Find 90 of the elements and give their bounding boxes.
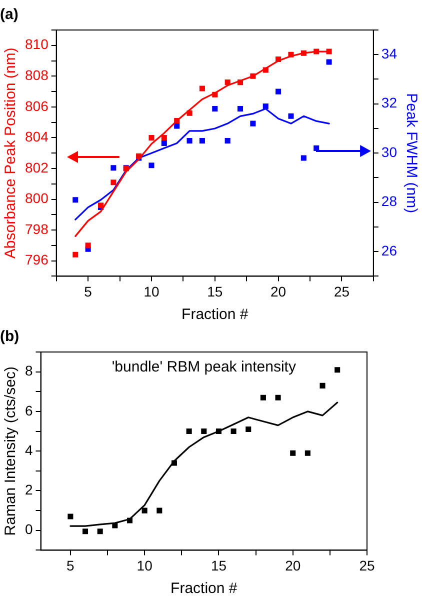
point [186, 138, 192, 144]
point [171, 460, 177, 466]
point [250, 120, 256, 126]
y-tick-label: 806 [25, 98, 49, 114]
x-tick-label: 5 [66, 557, 75, 574]
point [230, 428, 236, 434]
point [224, 80, 230, 86]
point [216, 428, 222, 434]
y-tick-label: 798 [25, 220, 49, 237]
y2-tick-label: 34 [381, 45, 398, 62]
point [174, 123, 180, 129]
point [156, 508, 162, 514]
x-tick-label: 20 [270, 283, 286, 300]
y2-tick-label: 26 [381, 242, 398, 258]
point [276, 56, 282, 62]
y-tick-label: 6 [24, 402, 33, 418]
point [110, 165, 116, 171]
y2-axis-title: Peak FWHM (nm) [402, 93, 420, 214]
point [199, 86, 205, 92]
point [148, 162, 154, 168]
point [126, 518, 133, 524]
point [148, 134, 154, 140]
point [72, 252, 78, 258]
x-tick-label: 15 [207, 283, 223, 300]
point [320, 382, 326, 388]
point [250, 73, 256, 79]
chart-title: (a) [0, 6, 18, 24]
y-tick-label: 808 [25, 67, 49, 84]
y-tick-label: 796 [25, 252, 49, 268]
point [82, 528, 88, 534]
y-tick-label: 8 [24, 362, 33, 379]
point [288, 52, 294, 58]
point [186, 428, 192, 434]
x-axis-title: Fraction # [170, 580, 238, 598]
y-tick-label: 0 [24, 521, 33, 538]
point [246, 426, 252, 432]
y2-tick-label: 28 [381, 193, 398, 210]
x-tick-label: 10 [136, 557, 153, 574]
point [161, 134, 167, 140]
y-tick-label: 2 [24, 482, 33, 498]
point [300, 155, 306, 161]
point [199, 138, 205, 144]
y-tick-label: 802 [25, 159, 49, 176]
x-axis-title: Fraction # [182, 306, 249, 324]
x-tick-label: 25 [359, 557, 375, 574]
point [304, 450, 310, 456]
y-tick-label: 4 [24, 442, 33, 458]
point [85, 242, 91, 248]
point [334, 367, 340, 373]
point [262, 104, 268, 110]
point [224, 138, 230, 144]
x-tick-label: 15 [210, 557, 227, 574]
x-tick-label: 5 [84, 283, 92, 300]
point [112, 522, 118, 528]
y-tick-label: 800 [25, 190, 49, 206]
point [186, 110, 192, 116]
point [326, 48, 332, 54]
y-axis-title: Raman Intensity (cts/sec) [2, 366, 20, 536]
point [142, 508, 148, 514]
point [288, 113, 294, 119]
point [201, 428, 207, 434]
point [237, 80, 244, 86]
annotation: 'bundle' RBM peak intensity [112, 358, 296, 376]
y-axis-title: Absorbance Peak Position (nm) [2, 48, 20, 259]
point [260, 394, 266, 400]
point [262, 67, 268, 73]
point [276, 88, 282, 94]
point [174, 118, 180, 124]
point [68, 514, 74, 520]
point [212, 106, 218, 112]
point [212, 92, 218, 98]
y-tick-label: 804 [25, 128, 49, 145]
point [314, 145, 320, 151]
x-tick-label: 10 [144, 283, 160, 300]
point [290, 450, 296, 456]
point [275, 394, 281, 400]
point [314, 48, 320, 54]
chart-title: (b) [0, 328, 20, 346]
point [326, 59, 332, 65]
y-tick-label: 810 [25, 36, 49, 52]
x-tick-label: 20 [285, 557, 301, 574]
point [161, 140, 167, 146]
point [72, 197, 78, 203]
x-tick-label: 25 [334, 283, 350, 300]
y2-tick-label: 30 [381, 144, 398, 160]
point [110, 180, 116, 186]
point [300, 50, 306, 56]
point [97, 528, 103, 534]
point [237, 106, 244, 112]
y2-tick-label: 32 [381, 94, 398, 111]
